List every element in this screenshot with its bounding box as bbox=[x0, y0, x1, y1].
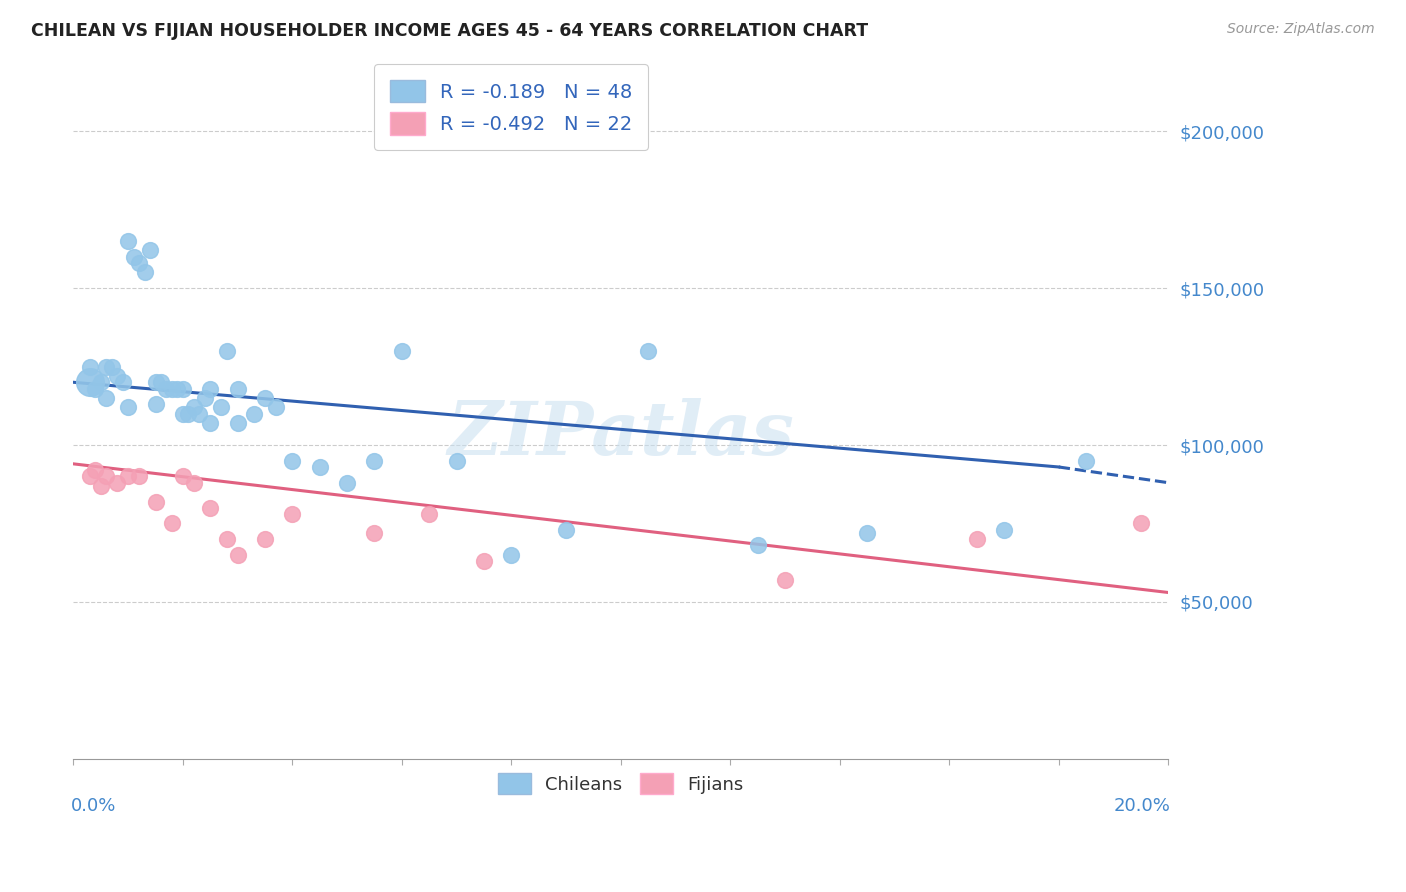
Point bbox=[555, 523, 578, 537]
Point bbox=[243, 407, 266, 421]
Point bbox=[117, 469, 139, 483]
Point bbox=[145, 397, 167, 411]
Point bbox=[183, 401, 205, 415]
Point bbox=[172, 469, 194, 483]
Point bbox=[993, 523, 1015, 537]
Point bbox=[160, 382, 183, 396]
Point bbox=[105, 369, 128, 384]
Point bbox=[209, 401, 232, 415]
Point bbox=[308, 460, 330, 475]
Text: ZIPatlas: ZIPatlas bbox=[447, 398, 794, 471]
Point bbox=[363, 525, 385, 540]
Point bbox=[226, 548, 249, 562]
Point bbox=[253, 391, 276, 405]
Point bbox=[128, 256, 150, 270]
Point bbox=[336, 475, 359, 490]
Text: 20.0%: 20.0% bbox=[1114, 797, 1170, 814]
Point bbox=[966, 532, 988, 546]
Point bbox=[472, 554, 495, 568]
Point bbox=[90, 479, 112, 493]
Point bbox=[501, 548, 523, 562]
Point bbox=[117, 234, 139, 248]
Point bbox=[100, 359, 122, 374]
Point bbox=[183, 475, 205, 490]
Point bbox=[79, 359, 101, 374]
Point bbox=[117, 401, 139, 415]
Point bbox=[856, 525, 879, 540]
Point bbox=[177, 407, 200, 421]
Point bbox=[172, 407, 194, 421]
Point bbox=[96, 359, 118, 374]
Point bbox=[253, 532, 276, 546]
Point bbox=[96, 469, 118, 483]
Point bbox=[79, 469, 101, 483]
Point bbox=[363, 453, 385, 467]
Point bbox=[155, 382, 177, 396]
Point bbox=[215, 343, 238, 358]
Point bbox=[226, 416, 249, 430]
Point bbox=[200, 416, 222, 430]
Point bbox=[773, 573, 796, 587]
Point bbox=[281, 453, 304, 467]
Point bbox=[215, 532, 238, 546]
Point bbox=[128, 469, 150, 483]
Point bbox=[172, 382, 194, 396]
Text: Source: ZipAtlas.com: Source: ZipAtlas.com bbox=[1227, 22, 1375, 37]
Point bbox=[79, 376, 101, 390]
Point bbox=[1129, 516, 1152, 531]
Point bbox=[188, 407, 211, 421]
Point bbox=[134, 265, 156, 279]
Point bbox=[194, 391, 217, 405]
Point bbox=[446, 453, 468, 467]
Point bbox=[391, 343, 413, 358]
Point bbox=[637, 343, 659, 358]
Point bbox=[122, 250, 145, 264]
Point bbox=[111, 376, 134, 390]
Legend: Chileans, Fijians: Chileans, Fijians bbox=[491, 766, 751, 802]
Point bbox=[90, 376, 112, 390]
Point bbox=[264, 401, 287, 415]
Point bbox=[84, 463, 107, 477]
Point bbox=[150, 376, 173, 390]
Point bbox=[1074, 453, 1097, 467]
Point bbox=[105, 475, 128, 490]
Point bbox=[200, 500, 222, 515]
Point bbox=[160, 516, 183, 531]
Text: 0.0%: 0.0% bbox=[72, 797, 117, 814]
Point bbox=[84, 382, 107, 396]
Point bbox=[418, 507, 440, 521]
Point bbox=[226, 382, 249, 396]
Point bbox=[747, 538, 769, 552]
Point bbox=[96, 391, 118, 405]
Point bbox=[281, 507, 304, 521]
Point bbox=[139, 244, 162, 258]
Point bbox=[145, 376, 167, 390]
Point bbox=[200, 382, 222, 396]
Point bbox=[145, 494, 167, 508]
Text: CHILEAN VS FIJIAN HOUSEHOLDER INCOME AGES 45 - 64 YEARS CORRELATION CHART: CHILEAN VS FIJIAN HOUSEHOLDER INCOME AGE… bbox=[31, 22, 868, 40]
Point bbox=[166, 382, 188, 396]
